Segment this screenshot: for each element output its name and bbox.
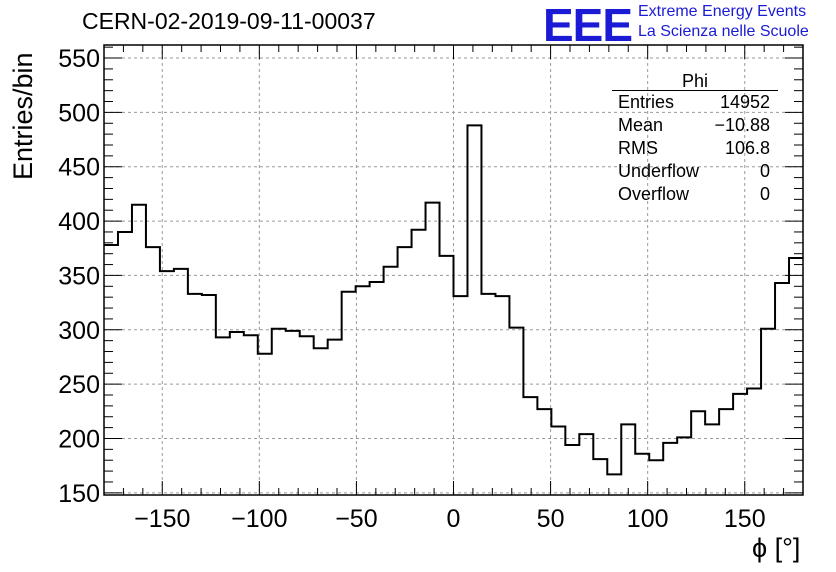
stats-value: 106.8 bbox=[724, 138, 770, 158]
y-tick-label: 300 bbox=[58, 317, 100, 345]
logo-line-2: La Scienza nelle Scuole bbox=[638, 23, 809, 40]
stats-row: Overflow 0 bbox=[612, 183, 778, 206]
y-tick-label: 200 bbox=[58, 425, 100, 453]
stats-label: RMS bbox=[618, 138, 658, 158]
stats-row: Underflow 0 bbox=[612, 160, 778, 183]
logo-line-1: Extreme Energy Events bbox=[638, 3, 807, 20]
y-axis-label: Entries/bin bbox=[8, 52, 38, 180]
eee-logo: EEE bbox=[543, 0, 633, 51]
y-tick-label: 400 bbox=[58, 208, 100, 236]
x-tick-label: −150 bbox=[134, 505, 190, 533]
tick-labels: −150 −100 −50 0 50 100 150 150 200 250 300 350 400 45… bbox=[58, 45, 765, 533]
stats-row: Entries 14952 bbox=[612, 91, 778, 114]
y-tick-label: 500 bbox=[58, 99, 100, 127]
x-axis-label: ϕ [°] bbox=[752, 533, 801, 563]
y-tick-label: 150 bbox=[58, 480, 100, 508]
grid-lines bbox=[104, 45, 803, 495]
x-tick-label: −100 bbox=[231, 505, 287, 533]
stats-box: Phi Entries 14952 Mean −10.88 RMS 106.8 Underf… bbox=[612, 72, 778, 206]
y-tick-label: 550 bbox=[58, 45, 100, 73]
histogram-line bbox=[104, 124, 803, 476]
x-tick-label: 50 bbox=[537, 505, 565, 533]
x-tick-label: 150 bbox=[724, 505, 766, 533]
stats-label: Underflow bbox=[618, 161, 700, 181]
stats-label: Overflow bbox=[618, 184, 690, 204]
stats-label: Entries bbox=[618, 92, 675, 112]
chart-title: CERN-02-2019-09-11-00037 bbox=[82, 8, 376, 34]
stats-row: RMS 106.8 bbox=[612, 137, 778, 160]
axis-ticks bbox=[103, 45, 804, 495]
stats-value: 0 bbox=[759, 184, 770, 204]
stats-title: Phi bbox=[612, 72, 778, 91]
y-tick-label: 450 bbox=[58, 154, 100, 182]
x-tick-label: 100 bbox=[627, 505, 669, 533]
stats-value: 14952 bbox=[719, 92, 770, 112]
x-tick-label: 0 bbox=[447, 505, 461, 533]
y-tick-label: 350 bbox=[58, 262, 100, 290]
stats-value: 0 bbox=[759, 161, 770, 181]
x-tick-label: −50 bbox=[335, 505, 377, 533]
stats-row: Mean −10.88 bbox=[612, 114, 778, 137]
logo-caption: Extreme Energy Events La Scienza nelle S… bbox=[638, 2, 809, 42]
y-tick-label: 250 bbox=[58, 371, 100, 399]
stats-value: −10.88 bbox=[714, 115, 770, 135]
stats-label: Mean bbox=[618, 115, 664, 135]
